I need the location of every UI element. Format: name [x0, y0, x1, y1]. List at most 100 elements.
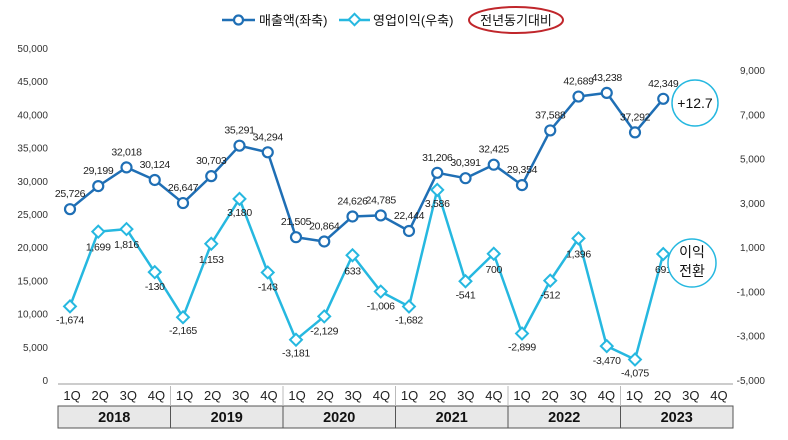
profit-point — [486, 246, 502, 262]
right-axis-tick: -3,000 — [737, 332, 766, 343]
sales-point — [374, 209, 387, 222]
x-category-label: 3Q — [570, 388, 587, 403]
year-label: 2019 — [211, 410, 243, 426]
profit-point — [571, 231, 586, 246]
profit-point — [147, 264, 163, 280]
sales-data-label: 26,647 — [168, 182, 199, 194]
sales-point — [487, 158, 500, 171]
profit-data-label: -143 — [258, 281, 278, 293]
legend: 매출액(좌축) 영업이익(우축) 전년동기대비 — [222, 6, 564, 34]
sales-point — [515, 178, 529, 192]
profit-point — [373, 284, 389, 299]
turnaround-callout-line2: 전환 — [679, 263, 705, 279]
profit-point — [655, 246, 671, 262]
sales-data-label: 30,703 — [196, 155, 227, 167]
x-category-label: 3Q — [120, 388, 137, 403]
right-axis-tick: 9,000 — [740, 66, 765, 77]
profit-point — [458, 273, 473, 289]
left-axis-tick: 30,000 — [17, 177, 48, 188]
sales-data-label: 25,726 — [55, 188, 86, 200]
profit-data-label: 3,180 — [227, 207, 252, 219]
sales-point — [120, 161, 133, 174]
yoy-callout-text: +12.7 — [677, 95, 713, 111]
profit-data-label: -130 — [145, 281, 165, 293]
sales-line — [69, 91, 665, 243]
x-axis: 1Q 2Q 3Q 4Q 1Q 2Q 3Q 4Q 1Q 2Q 3Q 4Q 1Q 2Q 3Q 4Q 1Q 2Q 3Q 4Q… — [57, 383, 734, 429]
year-label: 2022 — [548, 410, 580, 426]
sales-point — [402, 224, 416, 238]
x-category-label: 3Q — [682, 388, 699, 403]
sales-data-label: 37,292 — [620, 111, 651, 123]
profit-point — [288, 332, 304, 348]
legend-sales-label: 매출액(좌축) — [259, 13, 327, 28]
x-category-label: 1Q — [401, 388, 418, 403]
x-category-label: 4Q — [373, 388, 390, 403]
turnaround-callout-line1: 이익 — [679, 244, 705, 260]
profit-point — [627, 352, 643, 367]
profit-data-label: 1,396 — [566, 248, 591, 260]
x-category-label: 4Q — [485, 388, 502, 403]
profit-point — [599, 338, 615, 354]
profit-point — [429, 182, 445, 198]
sales-data-label: 30,124 — [140, 159, 171, 171]
yoy-callout: +12.7 — [671, 79, 719, 127]
profit-data-label: -2,899 — [508, 341, 536, 353]
x-category-label: 2Q — [542, 388, 559, 403]
sales-point — [233, 139, 246, 152]
sales-point — [628, 126, 642, 139]
x-category-label: 1Q — [288, 388, 305, 403]
profit-data-label: -541 — [456, 289, 476, 301]
x-category-label: 3Q — [345, 388, 362, 403]
legend-sales-marker — [232, 14, 245, 26]
profit-point — [90, 224, 106, 240]
sales-point — [459, 172, 472, 185]
left-axis-tick: 5,000 — [23, 343, 48, 354]
profit-point — [203, 236, 219, 252]
sales-data-label: 20,864 — [309, 220, 340, 232]
right-axis-tick: 1,000 — [740, 243, 765, 254]
turnaround-callout: 이익 전환 — [667, 238, 717, 288]
x-category-label: 1Q — [176, 388, 193, 403]
profit-point — [345, 247, 360, 263]
left-axis-tick: 25,000 — [17, 210, 48, 221]
x-category-label: 2Q — [92, 388, 109, 403]
x-category-label: 4Q — [148, 388, 165, 403]
x-category-label: 4Q — [260, 388, 277, 403]
x-category-label: 4Q — [710, 388, 727, 403]
profit-data-label: -3,181 — [282, 348, 310, 360]
right-axis-tick: -5,000 — [737, 376, 766, 387]
right-axis-tick: 3,000 — [740, 199, 765, 210]
year-label: 2020 — [323, 410, 355, 426]
sales-data-label: 21,505 — [281, 216, 312, 228]
profit-point — [260, 265, 276, 280]
x-category-label: 3Q — [457, 388, 474, 403]
year-label: 2018 — [98, 410, 130, 426]
year-label: 2021 — [436, 410, 468, 426]
x-category-label: 2Q — [204, 388, 221, 403]
sales-point — [176, 196, 190, 210]
sales-data-label: 24,626 — [337, 195, 368, 207]
right-axis-tick: 5,000 — [740, 155, 765, 166]
sales-point — [657, 92, 670, 105]
sales-data-label: 22,444 — [394, 210, 425, 222]
profit-data-label: -1,006 — [367, 301, 395, 313]
right-axis-tick: 7,000 — [740, 110, 765, 121]
profit-data-label: -4,075 — [621, 368, 649, 380]
sales-data-label: 32,425 — [479, 144, 510, 156]
left-axis-tick: 15,000 — [17, 276, 48, 287]
left-axis-tick: 20,000 — [17, 243, 48, 254]
profit-point — [175, 309, 191, 325]
profit-data-label: 633 — [344, 265, 361, 277]
profit-data-label: 1,153 — [199, 254, 224, 266]
sales-data-label: 35,291 — [224, 125, 255, 137]
left-axis-tick: 10,000 — [17, 310, 48, 321]
sales-point — [318, 235, 331, 248]
sales-point — [600, 86, 613, 99]
sales-point — [205, 170, 218, 183]
x-category-label: 1Q — [626, 388, 643, 403]
profit-point — [514, 326, 530, 341]
profit-data-label: 700 — [485, 264, 502, 276]
sales-point — [92, 180, 105, 193]
profit-line — [68, 188, 665, 361]
